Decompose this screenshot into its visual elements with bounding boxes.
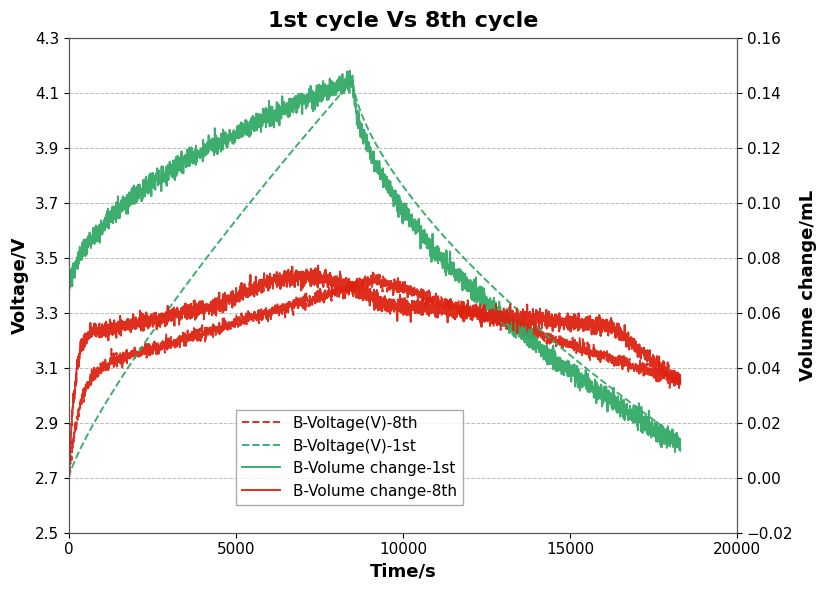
B-Volume change-8th bbox=[313, 262, 323, 269]
Legend: B-Voltage(V)-8th, B-Voltage(V)-1st, B-Volume change-1st, B-Volume change-8th: B-Voltage(V)-8th, B-Voltage(V)-1st, B-Vo… bbox=[236, 410, 462, 505]
B-Volume change-1st bbox=[669, 449, 679, 456]
B-Voltage(V)-8th bbox=[663, 372, 673, 379]
B-Voltage(V)-1st bbox=[324, 103, 334, 110]
Y-axis label: Volume change/mL: Volume change/mL bbox=[798, 190, 816, 381]
B-Volume change-8th bbox=[133, 320, 143, 327]
B-Voltage(V)-8th bbox=[675, 378, 685, 385]
B-Volume change-1st bbox=[662, 430, 672, 437]
B-Volume change-1st bbox=[597, 389, 607, 396]
B-Voltage(V)-1st bbox=[170, 297, 179, 304]
B-Voltage(V)-1st bbox=[597, 378, 607, 385]
B-Volume change-1st bbox=[344, 67, 354, 74]
B-Voltage(V)-8th bbox=[64, 472, 74, 480]
Line: B-Volume change-1st: B-Volume change-1st bbox=[69, 70, 680, 452]
B-Voltage(V)-1st bbox=[64, 474, 74, 481]
Line: B-Volume change-8th: B-Volume change-8th bbox=[69, 265, 680, 482]
B-Volume change-8th bbox=[325, 272, 335, 279]
B-Voltage(V)-8th bbox=[134, 351, 144, 358]
B-Voltage(V)-8th bbox=[170, 337, 179, 344]
B-Volume change-1st bbox=[170, 162, 179, 169]
B-Voltage(V)-8th bbox=[597, 348, 607, 355]
B-Voltage(V)-1st bbox=[662, 427, 672, 435]
B-Volume change-8th bbox=[298, 271, 308, 278]
Title: 1st cycle Vs 8th cycle: 1st cycle Vs 8th cycle bbox=[267, 11, 538, 31]
B-Volume change-1st bbox=[675, 447, 685, 454]
B-Voltage(V)-1st bbox=[347, 76, 357, 83]
B-Voltage(V)-8th bbox=[299, 306, 308, 313]
B-Volume change-8th bbox=[64, 479, 74, 486]
B-Volume change-1st bbox=[298, 97, 308, 104]
Line: B-Voltage(V)-1st: B-Voltage(V)-1st bbox=[69, 80, 680, 478]
B-Volume change-1st bbox=[324, 75, 334, 82]
B-Volume change-1st bbox=[64, 297, 74, 304]
B-Volume change-1st bbox=[133, 195, 143, 202]
B-Volume change-8th bbox=[170, 313, 179, 320]
B-Voltage(V)-1st bbox=[298, 134, 308, 141]
B-Volume change-8th bbox=[662, 361, 672, 368]
B-Voltage(V)-1st bbox=[133, 349, 143, 356]
B-Volume change-8th bbox=[597, 320, 607, 327]
B-Voltage(V)-1st bbox=[675, 436, 685, 443]
X-axis label: Time/s: Time/s bbox=[369, 563, 436, 581]
Y-axis label: Voltage/V: Voltage/V bbox=[11, 237, 29, 334]
B-Voltage(V)-8th bbox=[64, 472, 74, 480]
B-Voltage(V)-8th bbox=[325, 291, 335, 298]
B-Volume change-8th bbox=[675, 375, 685, 382]
Line: B-Voltage(V)-8th: B-Voltage(V)-8th bbox=[69, 272, 680, 476]
B-Voltage(V)-8th bbox=[367, 269, 377, 276]
